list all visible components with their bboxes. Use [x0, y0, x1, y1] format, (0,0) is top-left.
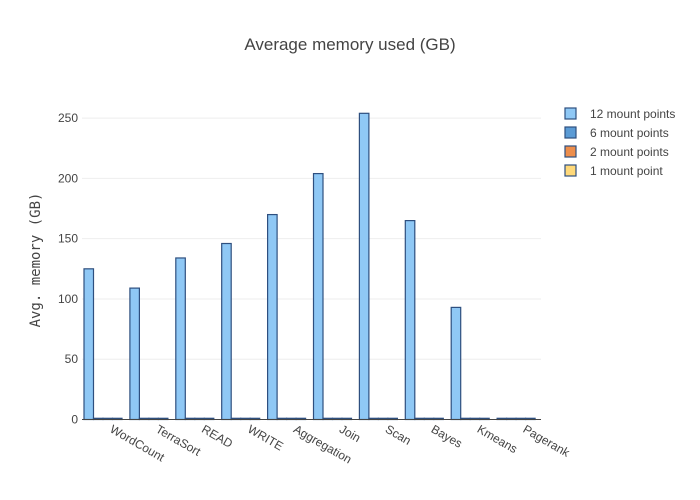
bar [221, 242, 232, 421]
y-tick-label: 200 [58, 171, 78, 185]
y-tick-label: 150 [58, 232, 78, 246]
bar [404, 220, 416, 421]
x-tick-label: Scan [383, 422, 414, 448]
y-tick-label: 50 [65, 352, 79, 366]
bar [312, 172, 324, 421]
legend-item[interactable]: 2 mount points [564, 145, 669, 159]
x-tick-label: Bayes [429, 422, 465, 451]
legend-item[interactable]: 12 mount points [564, 107, 675, 121]
grid [82, 117, 541, 360]
bar [450, 306, 462, 421]
bar [175, 257, 186, 421]
legend-item[interactable]: 1 mount point [564, 164, 663, 178]
legend-swatch [564, 107, 577, 120]
bar [129, 287, 140, 421]
legend-label: 1 mount point [590, 164, 663, 178]
legend-swatch [564, 145, 577, 158]
bar [83, 268, 95, 421]
legend-swatch [564, 126, 577, 139]
y-tick-label: 0 [71, 413, 78, 427]
legend-label: 2 mount points [590, 145, 669, 159]
legend-label: 6 mount points [590, 126, 669, 140]
legend-label: 12 mount points [590, 107, 675, 121]
x-tick-label: Pagerank [521, 422, 573, 460]
y-tick-label: 250 [58, 111, 78, 125]
y-axis: 0 50 100 150 200 250 [58, 111, 78, 426]
y-axis-label: Avg. memory (GB) [28, 193, 44, 328]
y-tick-label: 100 [58, 292, 78, 306]
bars [83, 112, 536, 421]
legend-item[interactable]: 6 mount points [564, 126, 669, 140]
x-tick-label: WRITE [245, 422, 285, 453]
bar [267, 213, 278, 421]
x-tick-label: Kmeans [475, 422, 520, 456]
x-tick-label: READ [199, 422, 235, 451]
legend: 12 mount points 6 mount points 2 mount poi… [564, 107, 675, 178]
legend-swatch [564, 164, 577, 177]
chart-title: Average memory used (GB) [244, 35, 455, 54]
bar [358, 112, 370, 421]
x-tick-label: Join [337, 422, 363, 445]
